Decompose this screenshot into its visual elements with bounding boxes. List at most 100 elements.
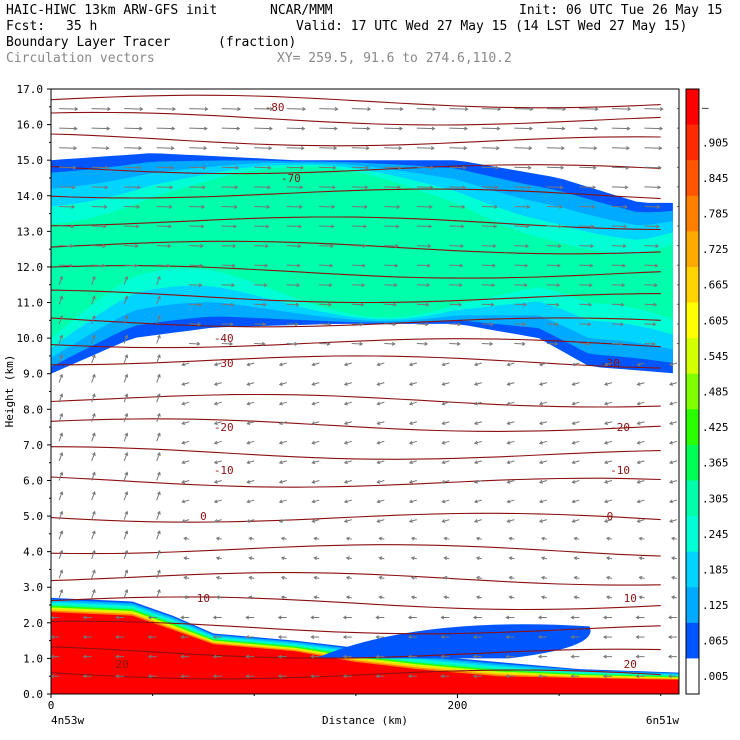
colorbar-label: .605 (702, 314, 729, 327)
circulation-vector (603, 519, 613, 523)
isotherm-line (51, 512, 661, 523)
circulation-vector (246, 460, 255, 465)
circulation-vector (58, 412, 64, 422)
circulation-vector (115, 615, 125, 620)
circulation-vector (416, 126, 436, 131)
circulation-vector (221, 263, 236, 268)
circulation-vector (123, 530, 129, 540)
circulation-vector (449, 107, 469, 111)
circulation-vector (254, 283, 268, 288)
isotherm-line (51, 133, 661, 147)
circulation-vector (58, 275, 64, 285)
circulation-vector (571, 479, 580, 484)
circulation-vector (343, 382, 352, 386)
circulation-vector (278, 401, 287, 406)
circulation-vector (351, 107, 372, 111)
circulation-vector (408, 382, 417, 386)
circulation-vector (481, 165, 500, 170)
circulation-vector (58, 393, 64, 403)
circulation-vector (58, 373, 64, 383)
circulation-vector (189, 244, 204, 248)
circulation-vector (82, 674, 92, 679)
circulation-vector (449, 126, 468, 131)
circulation-vector (473, 519, 482, 523)
circulation-vector (573, 595, 580, 600)
circulation-vector (384, 107, 404, 111)
circulation-vector (343, 440, 352, 445)
circulation-vector (221, 107, 242, 111)
circulation-vector (345, 575, 352, 580)
circulation-vector (123, 510, 129, 520)
circulation-vector (277, 674, 287, 679)
circulation-vector (611, 146, 630, 151)
circulation-vector (410, 556, 417, 561)
colorbar-swatch (686, 124, 699, 161)
circulation-vector (441, 362, 450, 367)
circulation-vector (573, 536, 580, 541)
circulation-vector (181, 479, 190, 484)
circulation-vector (449, 185, 467, 190)
circulation-vector (319, 322, 332, 327)
y-tick-label: 9.0 (23, 368, 43, 381)
circulation-vector (603, 421, 613, 426)
circulation-vector (212, 674, 222, 679)
circulation-vector (343, 401, 352, 406)
circulation-vector (215, 595, 222, 600)
circulation-vector (351, 165, 370, 170)
circulation-vector (505, 654, 515, 659)
circulation-vector (183, 595, 190, 600)
circulation-vector (579, 185, 597, 190)
circulation-vector (375, 674, 385, 679)
circulation-vector (254, 204, 271, 209)
circulation-vector (514, 204, 531, 209)
circulation-vector (636, 499, 645, 504)
circulation-vector (123, 295, 129, 305)
circulation-vector (181, 440, 190, 445)
circulation-vector (671, 556, 678, 561)
circulation-vector (91, 510, 96, 520)
circulation-vector (481, 263, 496, 268)
y-tick-label: 1.0 (23, 652, 43, 665)
circulation-vector (156, 569, 161, 579)
circulation-vector (156, 204, 173, 209)
org-label: NCAR/MMM (270, 3, 333, 18)
colorbar-label: – (702, 101, 709, 114)
circulation-vector (59, 204, 76, 209)
circulation-vector (58, 530, 64, 540)
circulation-vector (636, 519, 645, 523)
circulation-vector (667, 654, 677, 659)
isotherm-line (51, 476, 661, 488)
circulation-vector (91, 471, 96, 481)
circulation-vector (343, 362, 352, 367)
field-units: (fraction) (218, 35, 297, 50)
isotherm-line (51, 393, 661, 408)
circulation-vector (115, 654, 125, 659)
circulation-vector (441, 382, 450, 386)
circulation-vector (156, 146, 175, 151)
circulation-vector (311, 460, 320, 465)
circulation-vector (384, 126, 403, 131)
circulation-vector (669, 421, 678, 426)
colorbar-label: .545 (702, 350, 729, 363)
circulation-vector (408, 401, 417, 406)
circulation-vector (384, 224, 400, 229)
circulation-vector (605, 556, 613, 561)
circulation-vector (416, 341, 429, 346)
circulation-vector (579, 146, 598, 151)
circulation-vector (440, 615, 450, 620)
circulation-vector (540, 595, 547, 600)
circulation-vector (611, 224, 628, 229)
circulation-vector (147, 674, 157, 679)
circulation-vector (514, 146, 533, 151)
circulation-vector (508, 536, 515, 541)
circulation-vector (514, 302, 528, 307)
circulation-vector (124, 244, 139, 248)
isotherm-label: 20 (116, 658, 129, 671)
isotherm-label: 10 (624, 592, 637, 605)
colorbar-swatch (686, 658, 699, 695)
circulation-vector (91, 530, 96, 540)
circulation-vector (123, 334, 129, 344)
circulation-vector (342, 635, 352, 640)
circulation-vector (384, 244, 399, 248)
circulation-vector (156, 373, 161, 383)
